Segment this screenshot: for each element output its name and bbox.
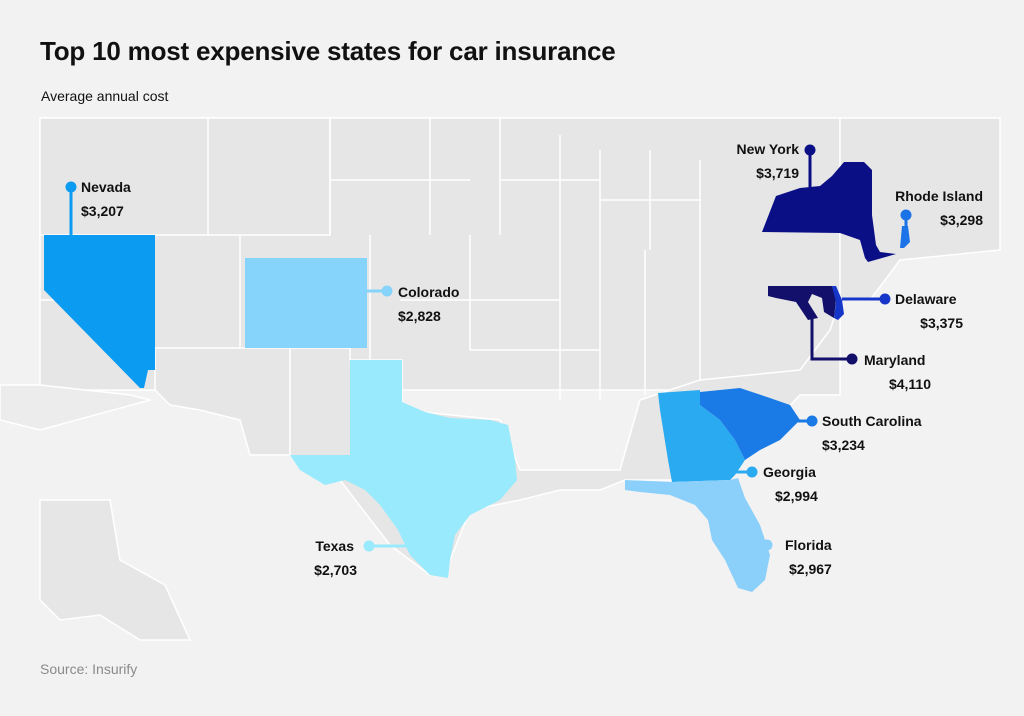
state-texas[interactable] <box>290 360 517 578</box>
leader-dots <box>65 144 912 552</box>
dot-maryland <box>846 353 858 365</box>
state-south-carolina[interactable] <box>700 388 800 460</box>
label-nevada-value: $3,207 <box>81 203 124 219</box>
label-texas-value: $2,703 <box>314 562 357 578</box>
label-nevada-name: Nevada <box>81 179 131 195</box>
state-georgia[interactable] <box>658 390 745 482</box>
dot-colorado <box>381 285 393 297</box>
label-new-york-value: $3,719 <box>756 165 799 181</box>
highlighted-states <box>44 162 910 592</box>
state-colorado[interactable] <box>245 258 367 348</box>
dot-south-carolina <box>806 415 818 427</box>
label-rhode-island-value: $3,298 <box>940 212 983 228</box>
dot-new-york <box>804 144 816 156</box>
label-delaware-name: Delaware <box>895 291 957 307</box>
state-new-york[interactable] <box>762 162 896 262</box>
label-south-carolina-name: South Carolina <box>822 413 922 429</box>
dot-delaware <box>879 293 891 305</box>
label-florida-value: $2,967 <box>789 561 832 577</box>
label-colorado-value: $2,828 <box>398 308 441 324</box>
dot-georgia <box>746 466 758 478</box>
leader-maryland <box>810 318 852 361</box>
dot-rhode-island <box>900 209 912 221</box>
state-delaware[interactable] <box>832 286 844 320</box>
label-delaware-value: $3,375 <box>920 315 963 331</box>
label-georgia-value: $2,994 <box>775 488 818 504</box>
label-texas-name: Texas <box>315 538 354 554</box>
dot-nevada <box>65 181 77 193</box>
state-nevada[interactable] <box>44 235 155 388</box>
label-rhode-island-name: Rhode Island <box>895 188 983 204</box>
label-south-carolina-value: $3,234 <box>822 437 865 453</box>
map-subtitle: Average annual cost <box>41 88 169 104</box>
state-florida[interactable] <box>625 478 770 592</box>
land-sw <box>154 347 291 456</box>
label-georgia-name: Georgia <box>763 464 816 480</box>
label-florida-name: Florida <box>785 537 832 553</box>
source-note: Source: Insurify <box>40 661 138 677</box>
land-alaska <box>39 499 192 641</box>
label-maryland-name: Maryland <box>864 352 925 368</box>
state-rhode-island[interactable] <box>900 226 910 248</box>
dot-florida <box>761 539 773 551</box>
label-maryland-value: $4,110 <box>889 376 931 392</box>
state-maryland[interactable] <box>768 286 836 320</box>
state-borders <box>40 118 701 400</box>
dot-texas <box>363 540 375 552</box>
state-labels: Nevada $3,207 Colorado $2,828 Texas $2,7… <box>81 141 983 578</box>
label-new-york-name: New York <box>736 141 799 157</box>
land-mexico-edge <box>0 384 153 431</box>
map-title: Top 10 most expensive states for car ins… <box>40 36 616 66</box>
label-colorado-name: Colorado <box>398 284 459 300</box>
